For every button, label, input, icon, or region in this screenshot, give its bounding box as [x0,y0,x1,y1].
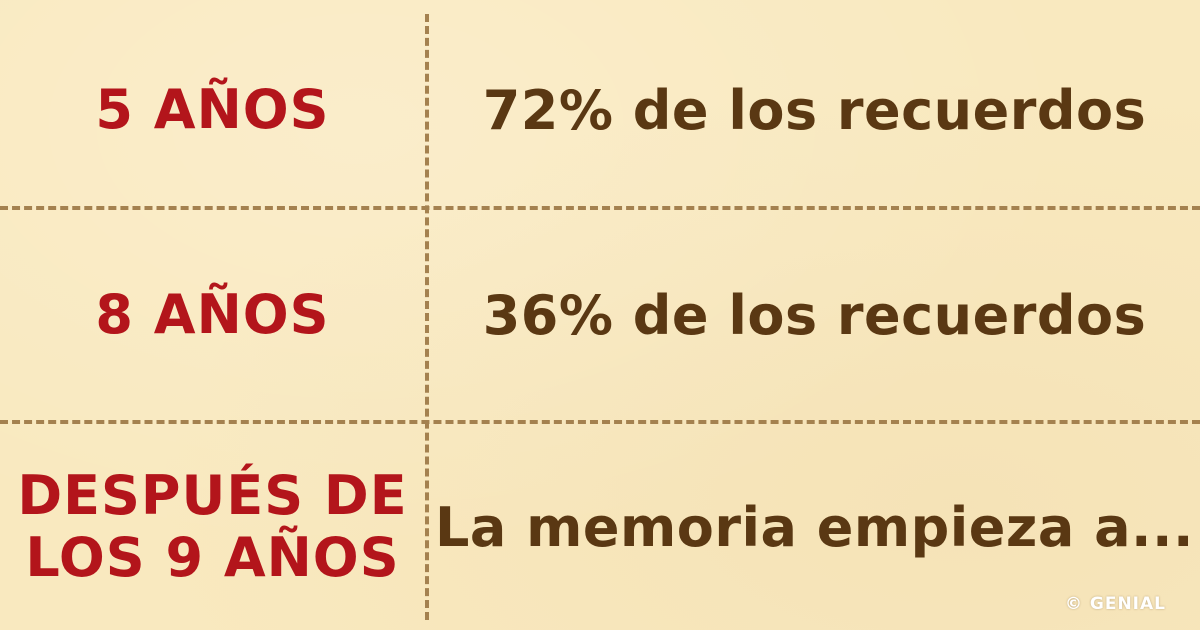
horizontal-divider-2 [0,420,1200,424]
age-label-row-2: 8 AÑOS [95,283,330,347]
age-label-row-1: 5 AÑOS [95,78,330,142]
memory-text-row-1: 72% de los recuerdos [482,78,1147,142]
age-label-row-3: DESPUÉS DE LOS 9 AÑOS [0,424,425,630]
memory-text-row-2: 36% de los recuerdos [482,283,1147,347]
vertical-divider [425,14,429,620]
horizontal-divider-1 [0,206,1200,210]
age-label-row-3-line-2: LOS 9 AÑOS [25,526,400,589]
memory-text-row-3: La memoria empieza a... [434,495,1195,559]
age-label-row-3-line-1: DESPUÉS DE [17,464,408,528]
credit-watermark: © GENIAL [1064,594,1166,614]
